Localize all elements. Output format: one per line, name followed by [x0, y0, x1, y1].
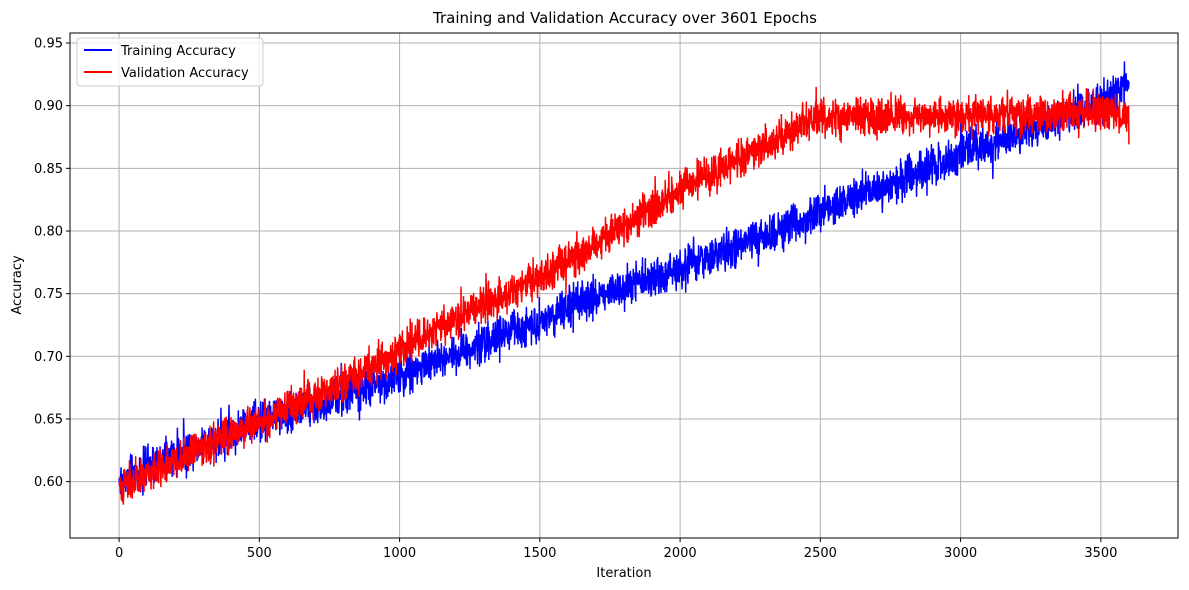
y-tick-label: 0.95	[34, 37, 63, 52]
series-lines	[118, 61, 1130, 505]
y-tick-label: 0.85	[34, 162, 63, 177]
y-tick-label: 0.65	[34, 412, 63, 427]
axis-ticks: 0 500 1000 1500 2000 2500 3000 3500 0.60 0.65 0.70…	[34, 37, 1117, 561]
y-tick-label: 0.70	[34, 350, 63, 365]
x-tick-label: 500	[247, 546, 272, 561]
y-tick-label: 0.80	[34, 224, 63, 239]
legend: Training Accuracy Validation Accuracy	[76, 37, 264, 87]
series-line-validation	[118, 86, 1130, 505]
x-tick-label: 1000	[383, 546, 416, 561]
legend-box	[76, 37, 264, 87]
chart-title: Training and Validation Accuracy over 36…	[432, 9, 817, 27]
series-line-training	[118, 61, 1130, 499]
x-tick-label: 3500	[1084, 546, 1117, 561]
y-axis-label: Accuracy	[10, 255, 25, 315]
x-axis-label: Iteration	[596, 566, 651, 581]
x-tick-label: 0	[115, 546, 123, 561]
plot-frame	[69, 32, 1179, 539]
x-tick-label: 2000	[664, 546, 697, 561]
y-tick-label: 0.75	[34, 287, 63, 302]
legend-label-validation: Validation Accuracy	[121, 66, 249, 81]
y-tick-label: 0.60	[34, 475, 63, 490]
y-tick-label: 0.90	[34, 99, 63, 114]
x-tick-label: 1500	[523, 546, 556, 561]
legend-label-training: Training Accuracy	[120, 44, 236, 59]
x-tick-label: 2500	[804, 546, 837, 561]
x-tick-label: 3000	[944, 546, 977, 561]
